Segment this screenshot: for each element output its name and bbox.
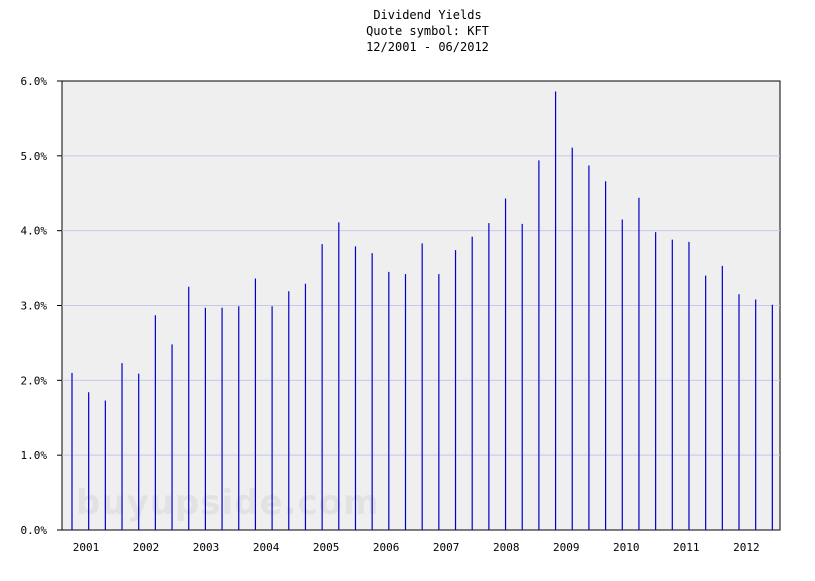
y-tick-label: 3.0%: [21, 300, 48, 313]
chart-date-range: 12/2001 - 06/2012: [366, 40, 489, 54]
y-tick-label: 5.0%: [21, 150, 48, 163]
x-tick-label: 2008: [493, 541, 520, 554]
x-tick-label: 2001: [73, 541, 100, 554]
y-tick-label: 0.0%: [21, 524, 48, 537]
x-tick-label: 2002: [133, 541, 160, 554]
x-tick-label: 2005: [313, 541, 340, 554]
x-tick-label: 2009: [553, 541, 580, 554]
watermark-text: buyupside.com: [76, 483, 379, 523]
x-tick-label: 2010: [613, 541, 640, 554]
y-tick-label: 2.0%: [21, 374, 48, 387]
chart-title: Dividend Yields: [373, 8, 482, 22]
bars: [71, 91, 773, 530]
x-tick-label: 2006: [373, 541, 400, 554]
chart-subtitle: Quote symbol: KFT: [366, 24, 489, 38]
x-tick-label: 2004: [253, 541, 280, 554]
y-axis: 0.0% 1.0% 2.0% 3.0% 4.0% 5.0% 6.0%: [21, 75, 62, 537]
grid-lines: [62, 155, 780, 456]
x-tick-label: 2012: [733, 541, 760, 554]
y-tick-label: 1.0%: [21, 449, 48, 462]
x-tick-label: 2003: [193, 541, 220, 554]
chart-titles: Dividend Yields Quote symbol: KFT 12/200…: [0, 7, 815, 55]
y-tick-label: 4.0%: [21, 225, 48, 238]
x-axis: 2001 2002 2003 2004 2005 2006 2007 2008 2009 2010…: [73, 541, 760, 554]
x-tick-label: 2011: [673, 541, 700, 554]
y-tick-label: 6.0%: [21, 75, 48, 88]
x-tick-label: 2007: [433, 541, 460, 554]
